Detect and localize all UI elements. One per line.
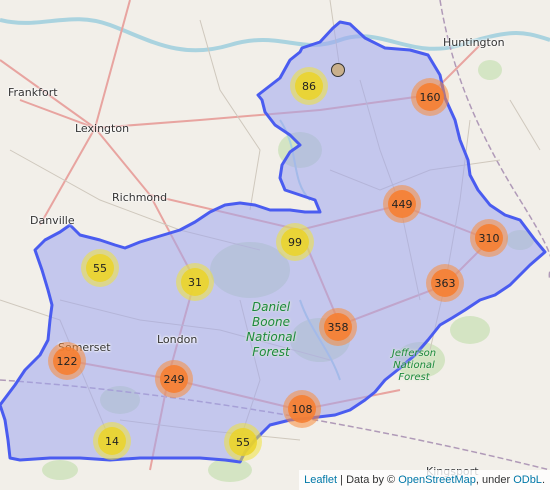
attribution-text: .: [541, 474, 545, 486]
forest-label-line: National: [245, 330, 296, 344]
cluster-count: 86: [295, 72, 323, 100]
cluster-marker[interactable]: 55: [81, 249, 119, 287]
cluster-marker[interactable]: 99: [276, 223, 314, 261]
cluster-count: 55: [86, 254, 114, 282]
cluster-count: 358: [324, 313, 352, 341]
forest-label-line: Boone: [252, 315, 290, 329]
map-attribution: Leaflet | Data by © OpenStreetMap, under…: [299, 470, 550, 490]
forest-label-jefferson: Jefferson National Forest: [388, 348, 440, 384]
cluster-count: 55: [229, 428, 257, 456]
cluster-count: 363: [431, 269, 459, 297]
forest-label-line: Daniel: [251, 300, 291, 314]
cluster-marker[interactable]: 86: [290, 67, 328, 105]
forest-label-daniel-boone: Daniel Boone National Forest: [240, 300, 302, 360]
forest-label-line: Jefferson: [391, 348, 437, 359]
place-label-lexington: Lexington: [75, 122, 130, 135]
cluster-marker[interactable]: 449: [383, 185, 421, 223]
attribution-text: , under: [475, 474, 514, 486]
attribution-text: | Data by ©: [337, 474, 399, 486]
cluster-marker[interactable]: 122: [48, 342, 86, 380]
cluster-marker[interactable]: 14: [93, 422, 131, 460]
cluster-marker[interactable]: 55: [224, 423, 262, 461]
place-label-danville: Danville: [30, 214, 75, 227]
cluster-count: 99: [281, 228, 309, 256]
region-polygon: [0, 20, 547, 464]
cluster-marker[interactable]: 358: [319, 308, 357, 346]
cluster-count: 310: [475, 224, 503, 252]
cluster-marker[interactable]: 249: [155, 360, 193, 398]
forest-label-line: Forest: [252, 345, 290, 359]
odbl-link[interactable]: ODbL: [513, 474, 542, 486]
cluster-count: 122: [53, 347, 81, 375]
ohio-river: [0, 17, 550, 53]
cluster-marker[interactable]: 31: [176, 263, 214, 301]
place-label-richmond: Richmond: [112, 191, 168, 204]
cluster-count: 160: [416, 83, 444, 111]
map-marker[interactable]: [331, 63, 345, 77]
cluster-count: 449: [388, 190, 416, 218]
leaflet-link[interactable]: Leaflet: [304, 474, 338, 486]
openstreetmap-link[interactable]: OpenStreetMap: [398, 474, 476, 486]
place-label-london: London: [157, 333, 198, 346]
place-label-huntington: Huntington: [443, 36, 505, 49]
cluster-count: 249: [160, 365, 188, 393]
forest-label-line: National: [393, 360, 435, 371]
cluster-marker[interactable]: 310: [470, 219, 508, 257]
cluster-marker[interactable]: 363: [426, 264, 464, 302]
cluster-count: 14: [98, 427, 126, 455]
forest-label-line: Forest: [398, 372, 430, 383]
cluster-count: 31: [181, 268, 209, 296]
cluster-marker[interactable]: 160: [411, 78, 449, 116]
cluster-marker[interactable]: 108: [283, 390, 321, 428]
place-label-frankfort: Frankfort: [8, 86, 58, 99]
cluster-count: 108: [288, 395, 316, 423]
